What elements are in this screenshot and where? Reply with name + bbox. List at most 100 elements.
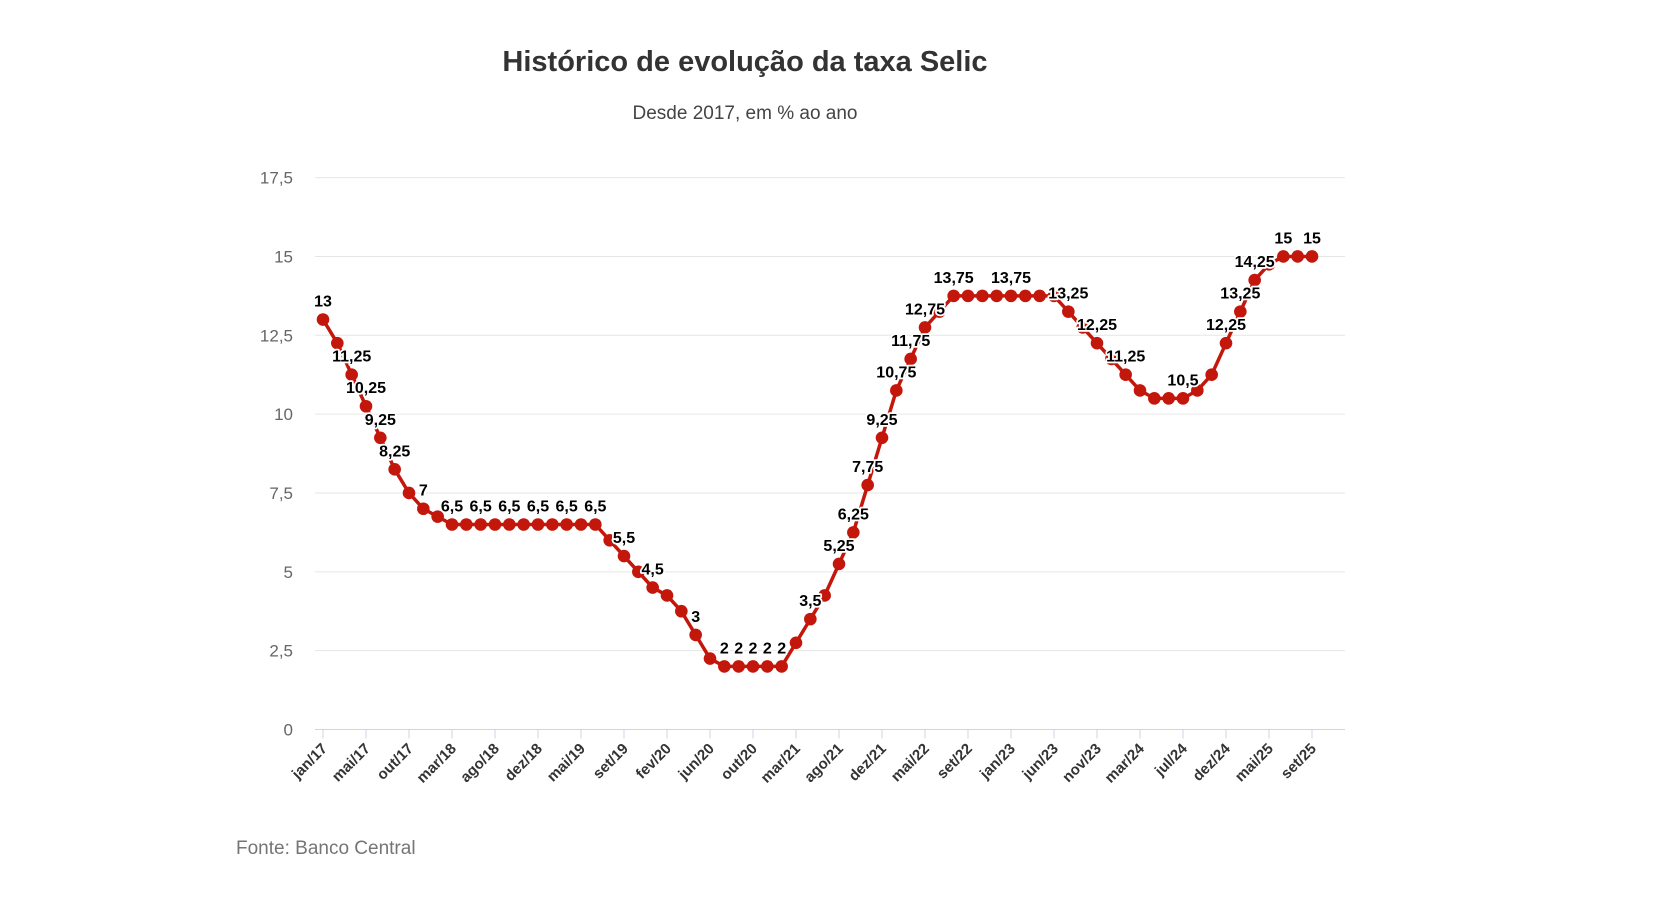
y-axis-label: 17,5 <box>260 169 293 188</box>
data-point <box>445 518 459 531</box>
data-point <box>1277 250 1290 263</box>
data-point <box>1033 289 1046 303</box>
data-point <box>617 549 631 563</box>
data-point <box>804 612 817 626</box>
data-point <box>646 581 659 594</box>
data-point-label: 9,25 <box>365 412 396 429</box>
data-point-label: 13,25 <box>1220 286 1260 303</box>
data-point-label: 6,5 <box>470 499 492 516</box>
data-point <box>1133 384 1147 397</box>
data-point <box>875 431 889 445</box>
y-axis-label: 12,5 <box>260 326 293 345</box>
data-point <box>1119 368 1132 382</box>
data-point-label: 2 <box>720 640 729 657</box>
data-point-label: 2 <box>763 640 772 657</box>
x-axis-label: ago/18 <box>457 740 503 786</box>
x-axis-label: dez/24 <box>1189 740 1234 785</box>
data-point <box>374 431 387 445</box>
x-axis-label: ago/21 <box>801 740 847 786</box>
data-point <box>316 313 330 326</box>
data-point <box>847 526 860 539</box>
data-point <box>1090 336 1104 350</box>
data-point <box>689 628 702 642</box>
data-point-label: 6,5 <box>556 499 578 516</box>
data-point <box>660 589 674 602</box>
data-point-label: 13,25 <box>1048 286 1088 303</box>
data-point <box>761 660 774 673</box>
data-point <box>890 384 903 397</box>
data-point <box>517 518 530 531</box>
data-point <box>976 289 989 303</box>
data-point <box>1047 289 1061 303</box>
x-axis-label: jan/17 <box>288 740 331 783</box>
data-point-label: 2 <box>734 640 743 657</box>
chart-title: Histórico de evolução da taxa Selic <box>502 46 988 78</box>
data-point-label: 10,25 <box>346 380 386 397</box>
x-axis-label: out/20 <box>718 740 761 783</box>
y-axis-label: 7,5 <box>269 484 293 503</box>
data-point-label: 6,5 <box>498 499 520 516</box>
data-point-label: 3,5 <box>799 593 821 610</box>
data-point <box>1176 392 1190 405</box>
data-point-label: 6,5 <box>441 499 463 516</box>
data-point <box>474 518 487 531</box>
data-point <box>388 463 401 476</box>
data-point-label: 9,25 <box>866 412 897 429</box>
data-point <box>1205 368 1218 382</box>
y-axis-label: 10 <box>274 405 293 424</box>
data-point <box>1148 392 1161 405</box>
data-point <box>1191 384 1204 397</box>
data-point <box>818 589 831 602</box>
data-point <box>1291 250 1304 263</box>
chart-subtitle: Desde 2017, em % ao ano <box>632 103 858 124</box>
data-point <box>789 636 803 650</box>
data-point <box>904 352 917 366</box>
data-point <box>746 660 760 673</box>
data-point <box>1004 289 1018 303</box>
data-point <box>832 557 846 571</box>
data-point-label: 11,75 <box>891 333 930 350</box>
data-point-label: 10,5 <box>1167 372 1198 389</box>
data-point <box>574 518 588 531</box>
data-point <box>531 518 545 531</box>
x-axis-label: jul/24 <box>1151 740 1191 780</box>
x-axis-label: jun/20 <box>674 740 717 783</box>
x-axis-label: set/22 <box>934 740 976 782</box>
data-point-label: 4,5 <box>642 562 664 579</box>
data-point <box>703 652 717 665</box>
x-axis-label: set/19 <box>590 740 632 782</box>
data-point-label: 2 <box>777 640 786 657</box>
data-point-label: 13 <box>314 294 332 311</box>
data-point <box>1062 305 1075 318</box>
data-point <box>947 289 960 303</box>
x-axis-label: nov/23 <box>1059 740 1105 786</box>
data-point <box>861 478 874 492</box>
data-point-label: 12,25 <box>1077 317 1117 334</box>
data-point-label: 5,25 <box>823 538 854 555</box>
data-point <box>431 510 444 523</box>
selic-line <box>321 254 1314 669</box>
x-axis-label: dez/18 <box>501 740 545 784</box>
data-point-label: 7 <box>419 483 428 500</box>
data-point-label: 3 <box>691 609 700 626</box>
data-point <box>990 289 1003 303</box>
y-axis-label: 5 <box>284 563 293 582</box>
x-axis-label: mai/22 <box>888 740 933 785</box>
data-point <box>402 486 416 500</box>
data-point-label: 11,25 <box>1106 349 1145 366</box>
data-point-label: 2 <box>749 640 758 657</box>
x-axis-label: mai/25 <box>1232 740 1277 785</box>
data-point <box>546 518 559 531</box>
data-point <box>1105 352 1118 366</box>
data-point <box>589 518 602 531</box>
data-point <box>918 321 932 334</box>
data-point-label: 11,25 <box>332 349 371 366</box>
data-point <box>1305 250 1319 263</box>
data-point-label: 7,75 <box>852 459 883 476</box>
x-axis-label: mai/19 <box>544 740 589 785</box>
data-point <box>1248 273 1261 287</box>
x-axis-label: jan/23 <box>976 740 1019 783</box>
x-axis-label: mar/24 <box>1102 740 1149 787</box>
